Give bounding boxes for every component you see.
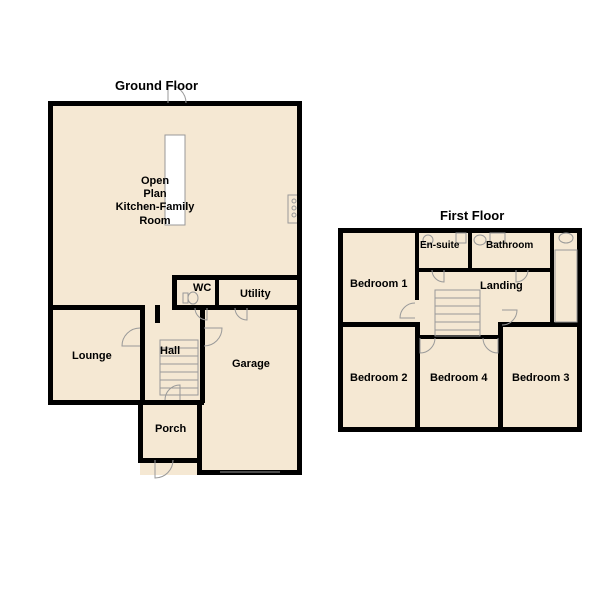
label-hall: Hall bbox=[160, 345, 180, 358]
label-bedroom4: Bedroom 4 bbox=[430, 372, 487, 385]
label-bathroom: Bathroom bbox=[486, 240, 533, 252]
first-floor-title: First Floor bbox=[440, 208, 504, 223]
label-garage: Garage bbox=[232, 358, 270, 371]
ground-floor-plan bbox=[48, 85, 302, 478]
label-wc: WC bbox=[193, 282, 211, 295]
label-lounge: Lounge bbox=[72, 350, 112, 363]
label-bedroom1: Bedroom 1 bbox=[350, 278, 407, 291]
label-bedroom2: Bedroom 2 bbox=[350, 372, 407, 385]
label-landing: Landing bbox=[480, 280, 523, 293]
label-bedroom3: Bedroom 3 bbox=[512, 372, 569, 385]
first-floor-plan bbox=[338, 228, 582, 432]
label-porch: Porch bbox=[155, 423, 186, 436]
label-utility: Utility bbox=[240, 288, 271, 301]
label-open-plan: Open Plan Kitchen-Family Room bbox=[100, 175, 210, 228]
label-ensuite: En-suite bbox=[420, 240, 459, 252]
ground-floor-title: Ground Floor bbox=[115, 78, 198, 93]
